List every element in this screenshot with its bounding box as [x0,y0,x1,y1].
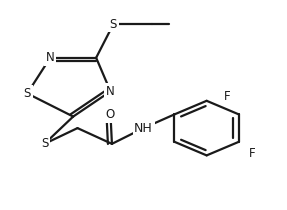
Text: NH: NH [134,122,153,135]
Text: F: F [249,147,255,160]
Text: O: O [106,108,115,121]
Text: F: F [223,90,230,103]
Text: S: S [110,18,117,31]
Text: N: N [46,51,55,64]
Text: S: S [41,137,48,150]
Text: N: N [106,85,115,98]
Text: S: S [24,87,31,100]
